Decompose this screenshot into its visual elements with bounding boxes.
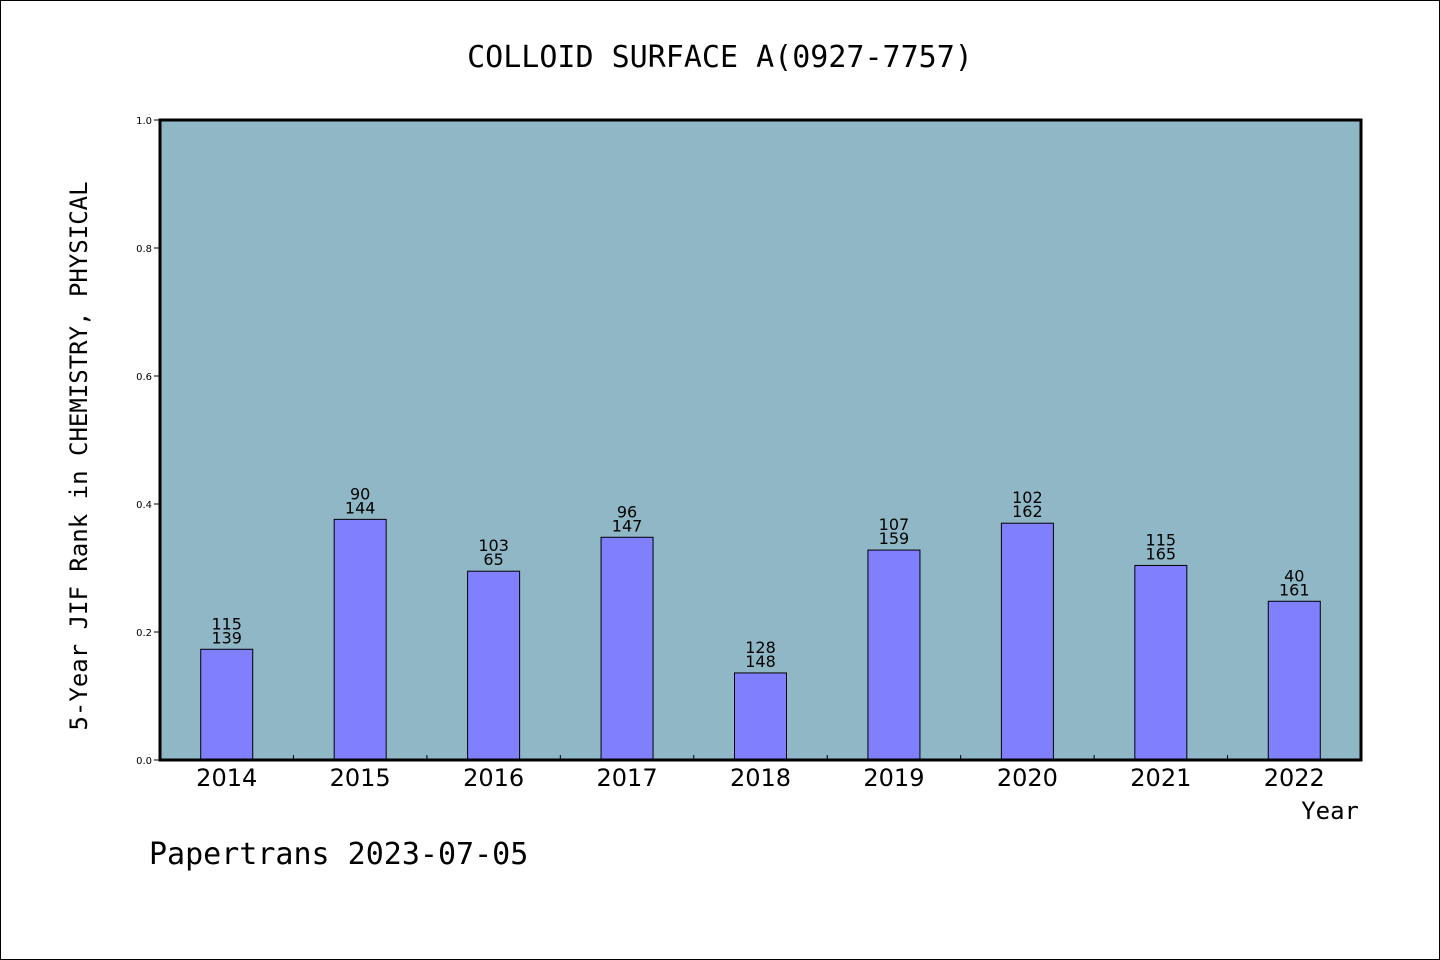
y-tick-label: 0.4 <box>136 500 152 511</box>
y-tick-label: 0.0 <box>136 756 152 767</box>
bar-2017 <box>600 536 654 761</box>
bar-2020 <box>1000 522 1054 761</box>
x-axis-title: Year <box>1301 797 1359 825</box>
y-axis-title: 5-Year JIF Rank in CHEMISTRY, PHYSICAL <box>65 181 93 730</box>
footer-text: Papertrans 2023-07-05 <box>149 837 528 872</box>
data-label-bottom: 147 <box>612 516 643 535</box>
data-label-bottom: 161 <box>1279 580 1310 599</box>
bars <box>200 518 1321 761</box>
data-label-top: 107 <box>879 515 910 534</box>
x-tick-label: 2014 <box>196 764 257 792</box>
data-label-bottom: 165 <box>1146 544 1177 563</box>
y-tick-label: 0.2 <box>136 628 152 639</box>
y-axis: 0.0 0.2 0.4 0.6 0.8 1.0 <box>136 116 160 767</box>
data-label-bottom: 144 <box>345 498 376 517</box>
data-label-top: 96 <box>617 502 637 521</box>
data-label-bottom: 139 <box>211 628 242 647</box>
bar-2016 <box>467 570 521 761</box>
data-label-top: 115 <box>1146 530 1177 549</box>
bar-2021 <box>1134 564 1188 761</box>
y-tick-label: 1.0 <box>136 116 152 127</box>
data-label-bottom: 65 <box>483 550 503 569</box>
y-tick-label: 0.6 <box>136 372 152 383</box>
data-label-top: 90 <box>350 484 370 503</box>
data-label-top: 115 <box>211 614 242 633</box>
data-label-top: 128 <box>745 638 776 657</box>
x-tick-label: 2022 <box>1264 764 1325 792</box>
data-label-top: 103 <box>478 536 509 555</box>
data-label-bottom: 159 <box>879 529 910 548</box>
data-label-top: 40 <box>1284 566 1304 585</box>
bar-2015 <box>333 518 387 761</box>
x-tick-label: 2018 <box>730 764 791 792</box>
data-label-bottom: 148 <box>745 652 776 671</box>
x-tick-label: 2015 <box>330 764 391 792</box>
data-labels: 1151399014410365961471281481071591021621… <box>211 484 1309 671</box>
x-tick-label: 2021 <box>1130 764 1191 792</box>
bar-2014 <box>200 648 254 761</box>
plot-border <box>158 118 1363 762</box>
bar-2018 <box>734 672 787 761</box>
x-tick-label: 2020 <box>997 764 1058 792</box>
data-label-top: 102 <box>1012 488 1043 507</box>
x-tick-label: 2019 <box>863 764 924 792</box>
bar-2019 <box>867 549 921 761</box>
x-tick-label: 2016 <box>463 764 524 792</box>
data-label-bottom: 162 <box>1012 502 1043 521</box>
y-tick-label: 0.8 <box>136 244 152 255</box>
x-axis: 2014 2015 2016 2017 2018 2019 2020 2021 2022 <box>196 755 1325 792</box>
x-tick-label: 2017 <box>597 764 658 792</box>
chart-title: COLLOID SURFACE A(0927-7757) <box>467 40 973 75</box>
bar-2022 <box>1267 600 1321 761</box>
